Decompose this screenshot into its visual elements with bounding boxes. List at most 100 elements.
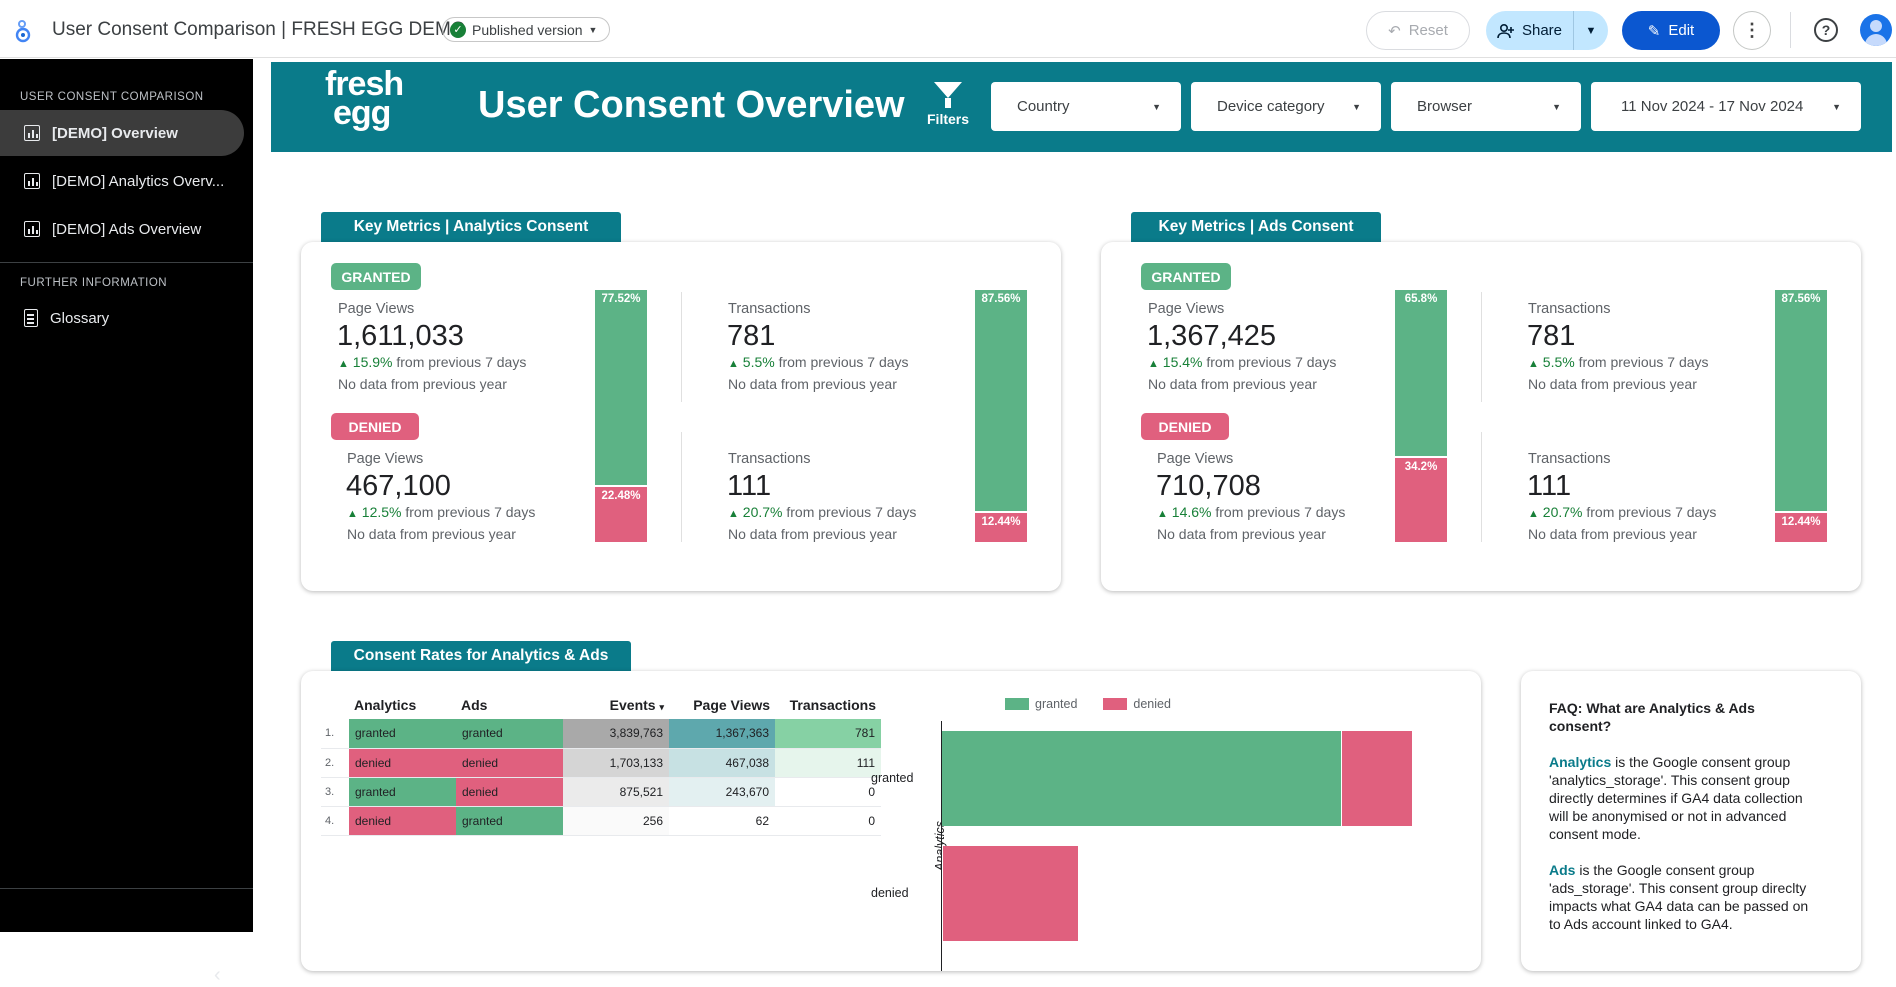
granted-badge: GRANTED [1141,263,1231,290]
document-icon [24,309,38,327]
change-percent: 15.9% [352,354,393,370]
metric-value: 1,611,033 [337,320,464,352]
edit-button[interactable]: ✎ Edit [1622,11,1720,50]
analytics-cell: granted [349,719,456,749]
arrow-up-icon: ▲ [728,358,739,370]
analytics-cell: denied [349,806,456,836]
metric-label: Transactions [728,451,811,467]
pv-cell: 243,670 [669,777,775,807]
metric-year-comparison: No data from previous year [1528,526,1697,542]
column-header-transactions[interactable]: Transactions [789,697,876,713]
share-dropdown-button[interactable]: ▼ [1574,25,1608,37]
reset-button[interactable]: ↶ Reset [1366,11,1470,50]
column-header-analytics[interactable]: Analytics [354,697,417,713]
chart-bar-denied-granted[interactable] [1341,731,1412,826]
help-button[interactable]: ? [1814,18,1838,42]
sidebar-item-ads-overview[interactable]: [DEMO] Ads Overview [0,206,244,252]
filter-icon [934,82,962,98]
chart-legend: granted denied [1005,697,1171,711]
metric-label: Page Views [338,301,415,317]
metric-year-comparison: No data from previous year [728,526,897,542]
change-percent: 20.7% [1542,504,1583,520]
arrow-up-icon: ▲ [338,358,349,370]
collapse-sidebar-icon[interactable]: ‹ [214,964,221,986]
faq-title: FAQ: What are Analytics & Ads consent? [1549,700,1755,734]
sidebar-section-heading: FURTHER INFORMATION [20,277,168,289]
granted-segment: 87.56% [975,290,1027,511]
arrow-up-icon: ▲ [347,508,358,520]
metric-change: ▲ 5.5% from previous 7 days [728,354,909,370]
pv-consent-stack: 65.8% 34.2% [1395,290,1447,542]
change-text: from previous 7 days [405,504,536,520]
person-add-icon [1497,23,1514,38]
header-label: Events [609,697,656,713]
granted-badge: GRANTED [331,263,421,290]
date-range-label: 11 Nov 2024 - 17 Nov 2024 [1621,98,1804,115]
sidebar-divider [0,888,253,889]
table-row[interactable]: 2. denied denied 1,703,133 467,038 111 [321,748,881,778]
column-header-page-views[interactable]: Page Views [693,697,770,713]
metric-value: 467,100 [346,470,451,502]
metric-year-comparison: No data from previous year [728,376,897,392]
denied-badge: DENIED [1141,413,1229,440]
more-options-button[interactable]: ⋮ [1733,11,1771,50]
faq-term: Ads [1549,862,1576,878]
metric-year-comparison: No data from previous year [1148,376,1317,392]
metric-change: ▲ 14.6% from previous 7 days [1157,504,1345,520]
granted-segment: 87.56% [1775,290,1827,511]
analytics-metrics-card: GRANTED Page Views 1,611,033 ▲ 15.9% fro… [301,242,1061,591]
change-percent: 5.5% [1542,354,1575,370]
metric-change: ▲ 20.7% from previous 7 days [728,504,916,520]
change-text: from previous 7 days [1586,504,1717,520]
date-range-picker[interactable]: 11 Nov 2024 - 17 Nov 2024 ▼ [1591,82,1861,131]
legend-swatch-granted [1005,698,1029,710]
tr-consent-stack: 87.56% 12.44% [975,290,1027,542]
tr-cell: 0 [775,777,881,807]
metric-label: Transactions [728,301,811,317]
denied-segment: 12.44% [1775,513,1827,542]
sidebar-item-analytics-overview[interactable]: [DEMO] Analytics Overv... [0,158,244,204]
divider [1481,292,1482,402]
metric-change: ▲ 5.5% from previous 7 days [1528,354,1709,370]
sidebar-item-label: Glossary [50,309,110,327]
chart-bar-granted-granted[interactable] [942,731,1341,826]
browser-filter[interactable]: Browser ▼ [1391,82,1581,131]
caret-down-icon: ▼ [1152,101,1161,112]
denied-segment: 34.2% [1395,458,1447,542]
device-category-filter[interactable]: Device category ▼ [1191,82,1381,131]
table-row[interactable]: 1. granted granted 3,839,763 1,367,363 7… [321,719,881,749]
metric-year-comparison: No data from previous year [347,526,516,542]
metric-year-comparison: No data from previous year [1157,526,1326,542]
row-index: 4. [321,806,349,836]
chart-bar-denied-denied[interactable] [942,846,1078,941]
pv-cell: 467,038 [669,748,775,778]
column-header-events[interactable]: Events ▾ [563,691,669,719]
table-row[interactable]: 3. granted denied 875,521 243,670 0 [321,777,881,807]
chevron-down-icon: ▼ [588,24,598,35]
divider [681,432,682,542]
brand-line: egg [333,94,391,132]
row-index: 1. [321,719,349,749]
legend-label: denied [1133,697,1171,711]
change-percent: 15.4% [1162,354,1203,370]
sidebar-item-overview[interactable]: [DEMO] Overview [0,110,244,156]
sidebar-item-label: [DEMO] Analytics Overv... [52,172,225,190]
chart-y-axis [941,721,942,971]
share-button[interactable]: Share [1486,11,1574,50]
looker-studio-logo-icon[interactable] [14,18,34,44]
brand-line: fresh [325,65,404,103]
avatar[interactable] [1860,14,1892,46]
events-cell: 3,839,763 [563,719,669,749]
reset-label: Reset [1408,22,1448,39]
denied-badge: DENIED [331,413,419,440]
sidebar-item-glossary[interactable]: Glossary [0,295,244,341]
dropdown-label: Device category [1217,98,1325,115]
table-row[interactable]: 4. denied granted 256 62 0 [321,806,881,836]
country-filter[interactable]: Country ▼ [991,82,1181,131]
published-version-chip[interactable]: ✓ Published version ▼ [442,17,611,42]
change-percent: 12.5% [361,504,402,520]
column-header-ads[interactable]: Ads [461,697,488,713]
chart-category-label: denied [871,885,909,900]
metric-value: 111 [727,470,772,502]
filters-button[interactable]: Filters [927,82,969,127]
